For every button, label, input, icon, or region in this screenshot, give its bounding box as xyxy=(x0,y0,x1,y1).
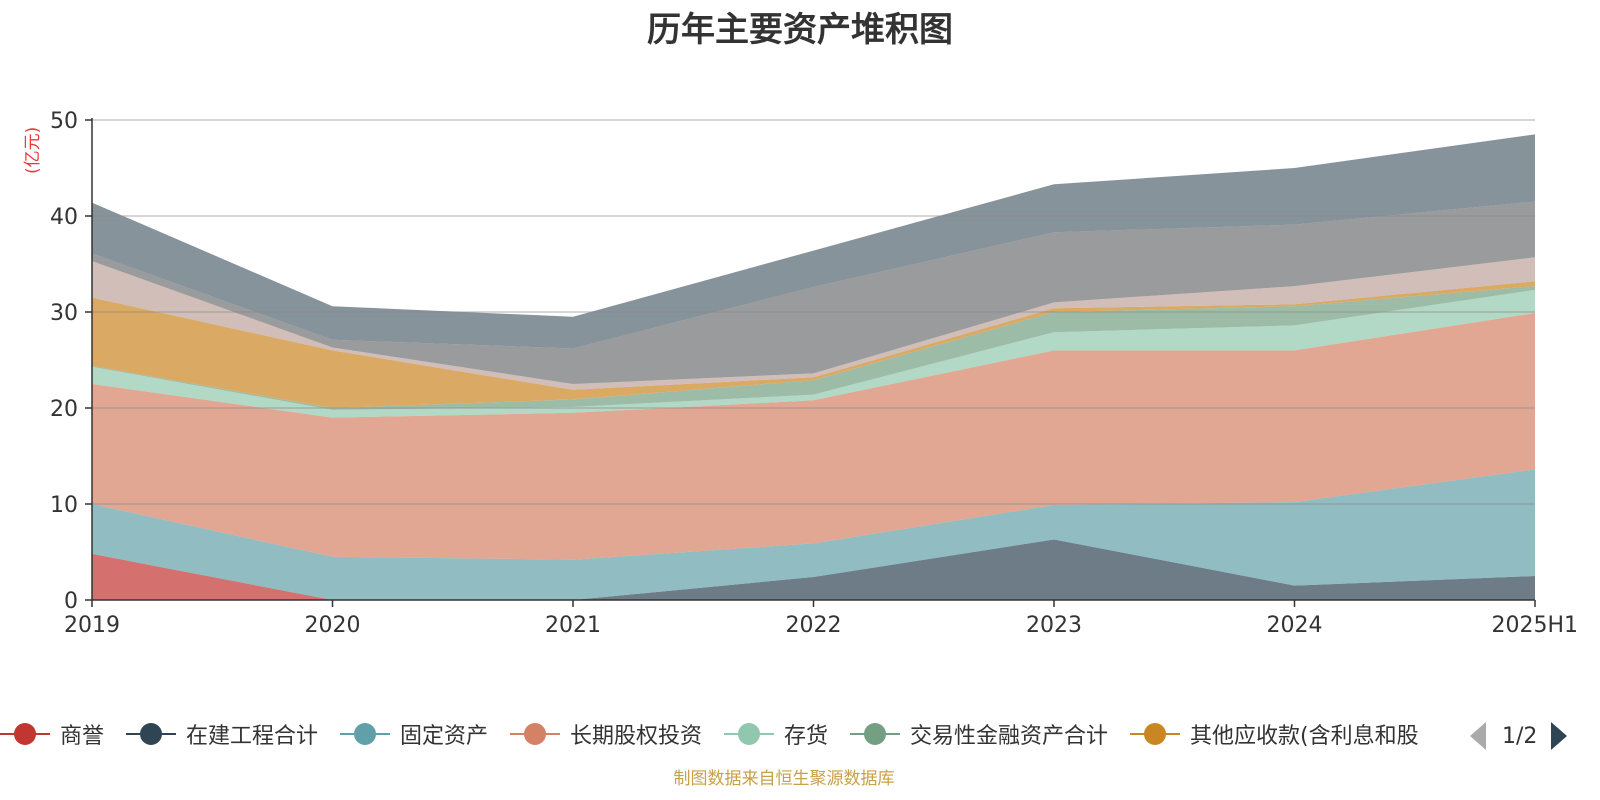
legend-item-label: 商誉 xyxy=(60,724,105,749)
y-tick-label: 50 xyxy=(50,109,78,134)
legend-marker-icon xyxy=(126,719,176,749)
legend-marker-icon xyxy=(340,719,390,749)
legend-marker-icon xyxy=(850,719,900,749)
legend-prev-page-icon[interactable] xyxy=(1470,722,1486,750)
legend-marker-dot xyxy=(140,723,162,745)
y-tick-label: 30 xyxy=(50,301,78,326)
legend-item[interactable]: 商誉 xyxy=(0,718,104,750)
area-series-1 xyxy=(92,539,1535,600)
legend-marker-icon xyxy=(0,719,50,749)
y-tick-label: 0 xyxy=(64,589,78,614)
legend-item-label: 存货 xyxy=(784,724,829,749)
legend-item[interactable]: 在建工程合计 xyxy=(126,718,318,750)
x-tick-label: 2021 xyxy=(545,613,601,638)
legend-marker-dot xyxy=(1144,723,1166,745)
legend-next-page-icon[interactable] xyxy=(1551,722,1568,750)
legend-marker-dot xyxy=(14,723,36,745)
legend-item[interactable]: 固定资产 xyxy=(340,718,488,750)
y-tick-label: 20 xyxy=(50,397,78,422)
stacked-area-chart: 0 10 20 30 40 50 2019 2020 2021 2022 2023 2024 2025H… xyxy=(50,109,1578,638)
legend-page-indicator: 1/2 xyxy=(1502,723,1538,749)
x-tick-label: 2020 xyxy=(305,613,361,638)
legend-item-label: 固定资产 xyxy=(400,724,489,749)
area-series-3 xyxy=(92,313,1535,560)
legend-items-viewport: 商誉 在建工程合计 固定资产 长期股权投资 存货 交易性金融资产合计 其他应收款(含利息和股 xyxy=(0,718,1464,754)
legend-pager: 1/2 xyxy=(1470,718,1568,754)
legend-marker-dot xyxy=(354,723,376,745)
legend-item[interactable]: 其他应收款(含利息和股 xyxy=(1130,718,1419,750)
legend-item[interactable]: 长期股权投资 xyxy=(510,718,702,750)
y-tick-label: 40 xyxy=(50,205,78,230)
area-series-6 xyxy=(92,281,1535,408)
legend-item-label: 交易性金融资产合计 xyxy=(910,724,1109,749)
area-series-5 xyxy=(92,286,1535,410)
legend-marker-dot xyxy=(524,723,546,745)
x-tick-label: 2024 xyxy=(1267,613,1323,638)
chart-title: 历年主要资产堆积图 xyxy=(647,10,953,50)
legend-item[interactable]: 交易性金融资产合计 xyxy=(850,718,1108,750)
legend: 商誉 在建工程合计 固定资产 长期股权投资 存货 交易性金融资产合计 其他应收款(含利息和股… xyxy=(0,718,1600,754)
area-series-2 xyxy=(92,469,1535,600)
legend-item-label: 长期股权投资 xyxy=(570,724,703,749)
legend-item[interactable]: 存货 xyxy=(724,718,828,750)
area-series-8 xyxy=(92,201,1535,384)
data-source-note: 制图数据来自恒生聚源数据库 xyxy=(673,769,895,789)
legend-marker-icon xyxy=(510,719,560,749)
legend-marker-icon xyxy=(1130,719,1180,749)
legend-marker-dot xyxy=(738,723,760,745)
legend-item-label: 在建工程合计 xyxy=(186,724,319,749)
legend-item-label: 其他应收款(含利息和股 xyxy=(1190,724,1419,749)
area-series-9 xyxy=(92,134,1535,349)
legend-marker-icon xyxy=(724,719,774,749)
x-tick-label: 2025H1 xyxy=(1491,613,1578,638)
x-tick-label: 2023 xyxy=(1026,613,1082,638)
x-tick-label: 2019 xyxy=(64,613,120,638)
x-tick-label: 2022 xyxy=(786,613,842,638)
legend-marker-dot xyxy=(864,723,886,745)
y-tick-label: 10 xyxy=(50,493,78,518)
area-series-0 xyxy=(92,553,1535,600)
